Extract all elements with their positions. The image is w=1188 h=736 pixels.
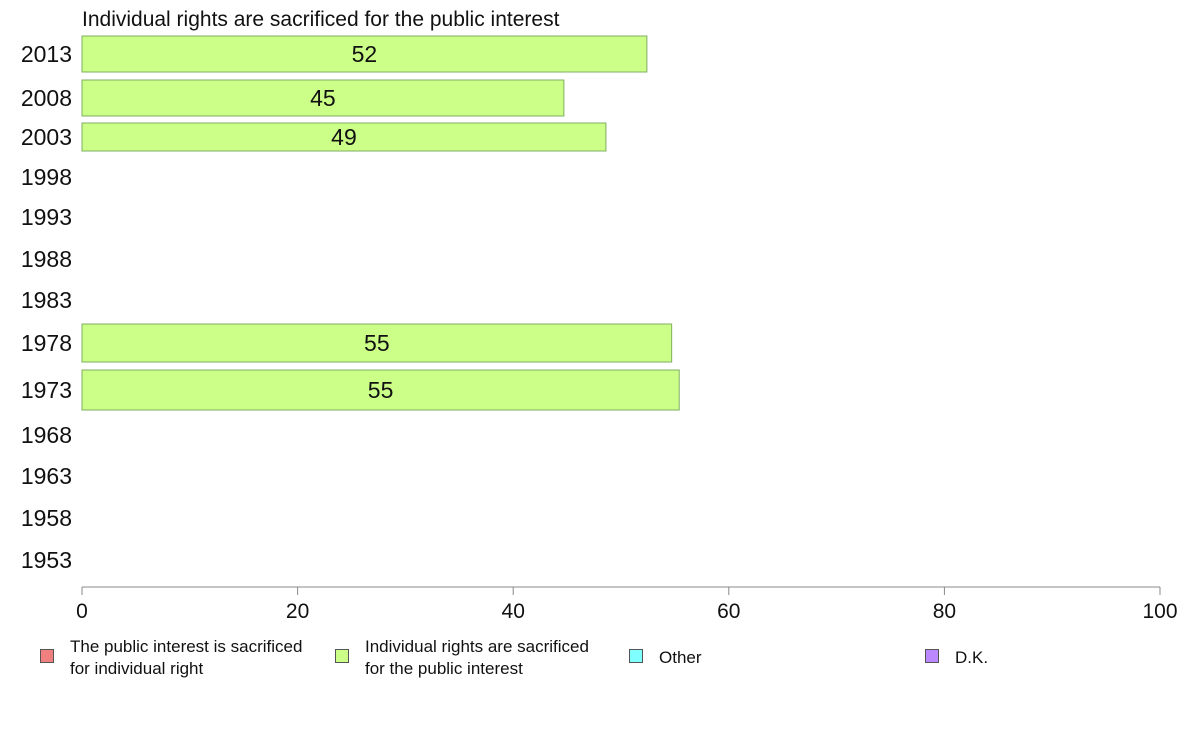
bar-value-label: 49 [331,124,357,150]
legend-label: D.K. [955,648,989,667]
chart: Individual rights are sacrificed for the… [21,8,1178,623]
x-tick-label: 100 [1142,600,1177,623]
y-tick-label: 1958 [21,505,72,531]
y-tick-label: 1963 [21,463,72,489]
y-tick-label: 1988 [21,246,72,272]
bar [81,122,607,152]
bar-value-label: 55 [364,330,390,356]
bar [81,79,565,117]
legend-swatch [40,649,54,663]
y-tick-label: 1993 [21,204,72,230]
x-tick-label: 20 [286,600,309,623]
bar [81,35,648,73]
bar-value-label: 55 [368,377,394,403]
bar [81,323,673,363]
x-tick-label: 80 [933,600,956,623]
legend-item-individual-rights-sacrificed: Individual rights are sacrificed for the… [335,636,589,680]
legend-label: Individual rights are sacrificed for the… [365,637,589,678]
chart-title: Individual rights are sacrificed for the… [82,8,560,31]
y-tick-label: 1968 [21,422,72,448]
legend-swatch [629,649,643,663]
y-tick-label: 1998 [21,164,72,190]
legend-item-other: Other [629,647,702,669]
bars-group: 52 45 49 55 55 [81,35,680,411]
x-axis: 0 20 40 60 80 100 [76,586,1178,623]
legend: The public interest is sacrificed for in… [0,636,1188,696]
x-tick-label: 60 [717,600,740,623]
y-axis-labels: 2013 2008 2003 1998 1993 1988 1983 1978 1973 1968… [21,41,72,573]
x-tick-label: 40 [502,600,525,623]
y-tick-label: 1953 [21,547,72,573]
legend-swatch [335,649,349,663]
y-tick-label: 1983 [21,287,72,313]
bar-value-label: 45 [310,85,336,111]
legend-label: Other [659,648,702,667]
y-tick-label: 2013 [21,41,72,67]
y-tick-label: 2003 [21,124,72,150]
y-tick-label: 1973 [21,377,72,403]
bar-value-label: 52 [352,41,378,67]
y-tick-label: 2008 [21,85,72,111]
y-tick-label: 1978 [21,330,72,356]
legend-item-public-interest-sacrificed: The public interest is sacrificed for in… [40,636,302,680]
bar [81,369,680,411]
legend-swatch [925,649,939,663]
legend-item-dk: D.K. [925,647,988,669]
legend-label: The public interest is sacrificed for in… [70,637,303,678]
x-tick-label: 0 [76,600,88,623]
